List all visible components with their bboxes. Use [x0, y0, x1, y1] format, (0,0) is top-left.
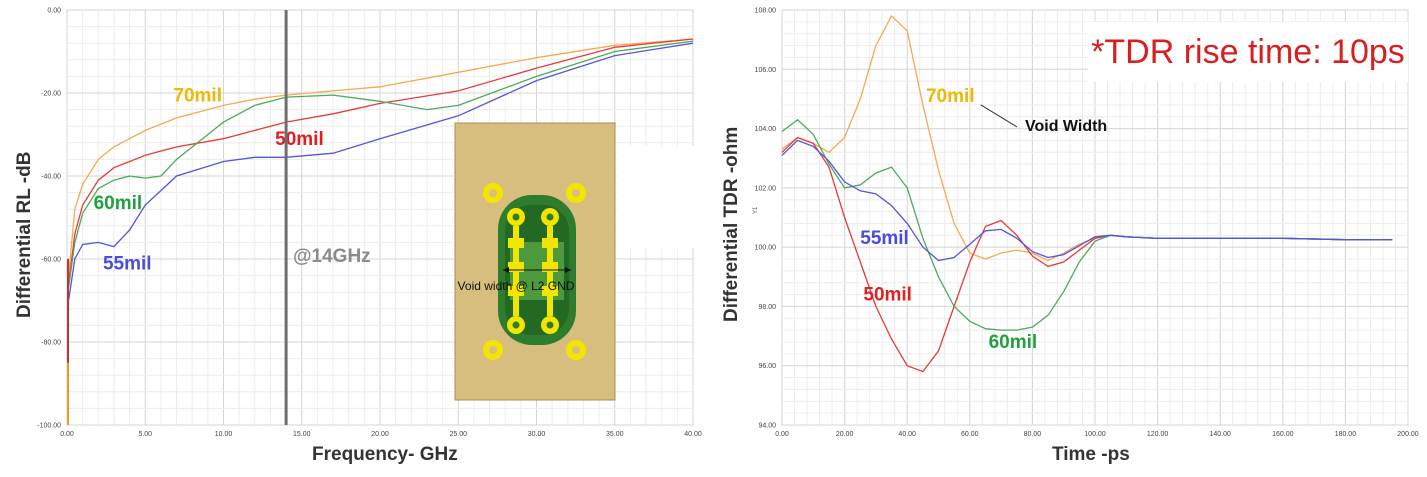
marker-14ghz-label: @14GHz [293, 246, 371, 267]
signal-via-hole [546, 213, 554, 221]
trace-stub [542, 262, 558, 272]
x-tick-label: 0.00 [60, 431, 74, 438]
outer-via-hole [572, 189, 580, 197]
x-tick-label: 160.00 [1272, 431, 1294, 438]
x-tick-label: 140.00 [1209, 431, 1231, 438]
series-line-50mil [67, 38, 694, 284]
series-line-70mil [781, 14, 1393, 262]
y-tick-label: 102.00 [755, 185, 777, 192]
series-label-70mil: 70mil [173, 85, 222, 106]
x-tick-label: 0.00 [775, 431, 789, 438]
signal-via-hole [546, 321, 554, 329]
y-tick-label: 94.00 [758, 423, 776, 430]
trace-stub [508, 286, 524, 296]
series-line-60mil [67, 40, 694, 289]
series-line-55mil [781, 139, 1393, 262]
y-tick-label: 96.00 [758, 363, 776, 370]
y-tick-label: -40.00 [41, 174, 61, 181]
y-tick-label: -100.00 [37, 423, 61, 430]
series-line-60mil [781, 118, 1393, 331]
inset-frame-mask [617, 146, 695, 248]
signal-via-hole [512, 213, 520, 221]
rl-x-axis-label: Frequency- GHz [312, 444, 458, 465]
y-tick-label: 100.00 [755, 245, 777, 252]
series-line-55mil [67, 42, 694, 301]
x-tick-label: 40.00 [684, 431, 702, 438]
trace-stub [542, 286, 558, 296]
tdr-rise-time-note: *TDR rise time: 10ps [1088, 22, 1408, 82]
x-tick-label: 40.00 [898, 431, 916, 438]
y-tick-label: 106.00 [755, 67, 777, 74]
void-width-leader-line [980, 104, 1018, 128]
series-label-55mil: 55mil [103, 253, 152, 274]
x-tick-label: 80.00 [1024, 431, 1042, 438]
series-label-60mil: 60mil [989, 332, 1038, 353]
y-tick-label: 0.00 [47, 8, 61, 15]
rl-y-axis-label: Differential RL -dB [14, 151, 35, 318]
rl-chart: 0.00 5.00 10.00 15.00 20.00 25.00 30.00 35.00 40… [37, 8, 702, 439]
series-label-50mil: 50mil [275, 129, 324, 150]
y-tick-label: -60.00 [41, 257, 61, 264]
tdr-y1-axis-tag: Y1 [753, 206, 759, 214]
x-tick-label: 25.00 [449, 431, 467, 438]
series-line-50mil [781, 136, 1393, 373]
trace-stub [508, 262, 524, 272]
x-tick-label: 20.00 [371, 431, 389, 438]
tdr-y-axis-label: Differential TDR -ohm [721, 126, 742, 322]
x-tick-label: 30.00 [528, 431, 546, 438]
series-label-55mil: 55mil [860, 228, 909, 249]
y-tick-label: 104.00 [755, 126, 777, 133]
x-tick-label: 200.00 [1397, 431, 1419, 438]
x-tick-label: 120.00 [1147, 431, 1169, 438]
x-tick-label: 20.00 [836, 431, 854, 438]
outer-via-hole [572, 346, 580, 354]
y-tick-label: -20.00 [41, 91, 61, 98]
y-tick-label: -80.00 [41, 340, 61, 347]
x-tick-label: 100.00 [1084, 431, 1106, 438]
x-tick-label: 60.00 [961, 431, 979, 438]
outer-via-hole [489, 189, 497, 197]
tdr-x-axis-label: Time -ps [1052, 444, 1130, 465]
void-width-callout: Void Width [1025, 118, 1108, 135]
outer-via-hole [489, 346, 497, 354]
trace-stub [508, 238, 524, 248]
pcb-inset: Void width @ L2 GND [454, 122, 616, 401]
x-tick-label: 10.00 [215, 431, 233, 438]
series-label-60mil: 60mil [94, 193, 143, 214]
series-label-50mil: 50mil [863, 285, 912, 306]
signal-via-hole [512, 321, 520, 329]
rl-chart-panel: 0.00 5.00 10.00 15.00 20.00 25.00 30.00 35.00 40… [0, 0, 712, 477]
plot-area [781, 9, 1409, 426]
series-label-70mil: 70mil [926, 86, 975, 107]
x-tick-label: 35.00 [606, 431, 624, 438]
x-tick-label: 15.00 [293, 431, 311, 438]
x-tick-label: 180.00 [1335, 431, 1357, 438]
y-tick-label: 108.00 [755, 8, 777, 15]
x-tick-label: 5.00 [138, 431, 152, 438]
inset-void-width-label: Void width @ L2 GND [458, 279, 575, 293]
series-line-70mil [67, 38, 694, 276]
trace-stub [542, 238, 558, 248]
y-tick-label: 98.00 [758, 304, 776, 311]
